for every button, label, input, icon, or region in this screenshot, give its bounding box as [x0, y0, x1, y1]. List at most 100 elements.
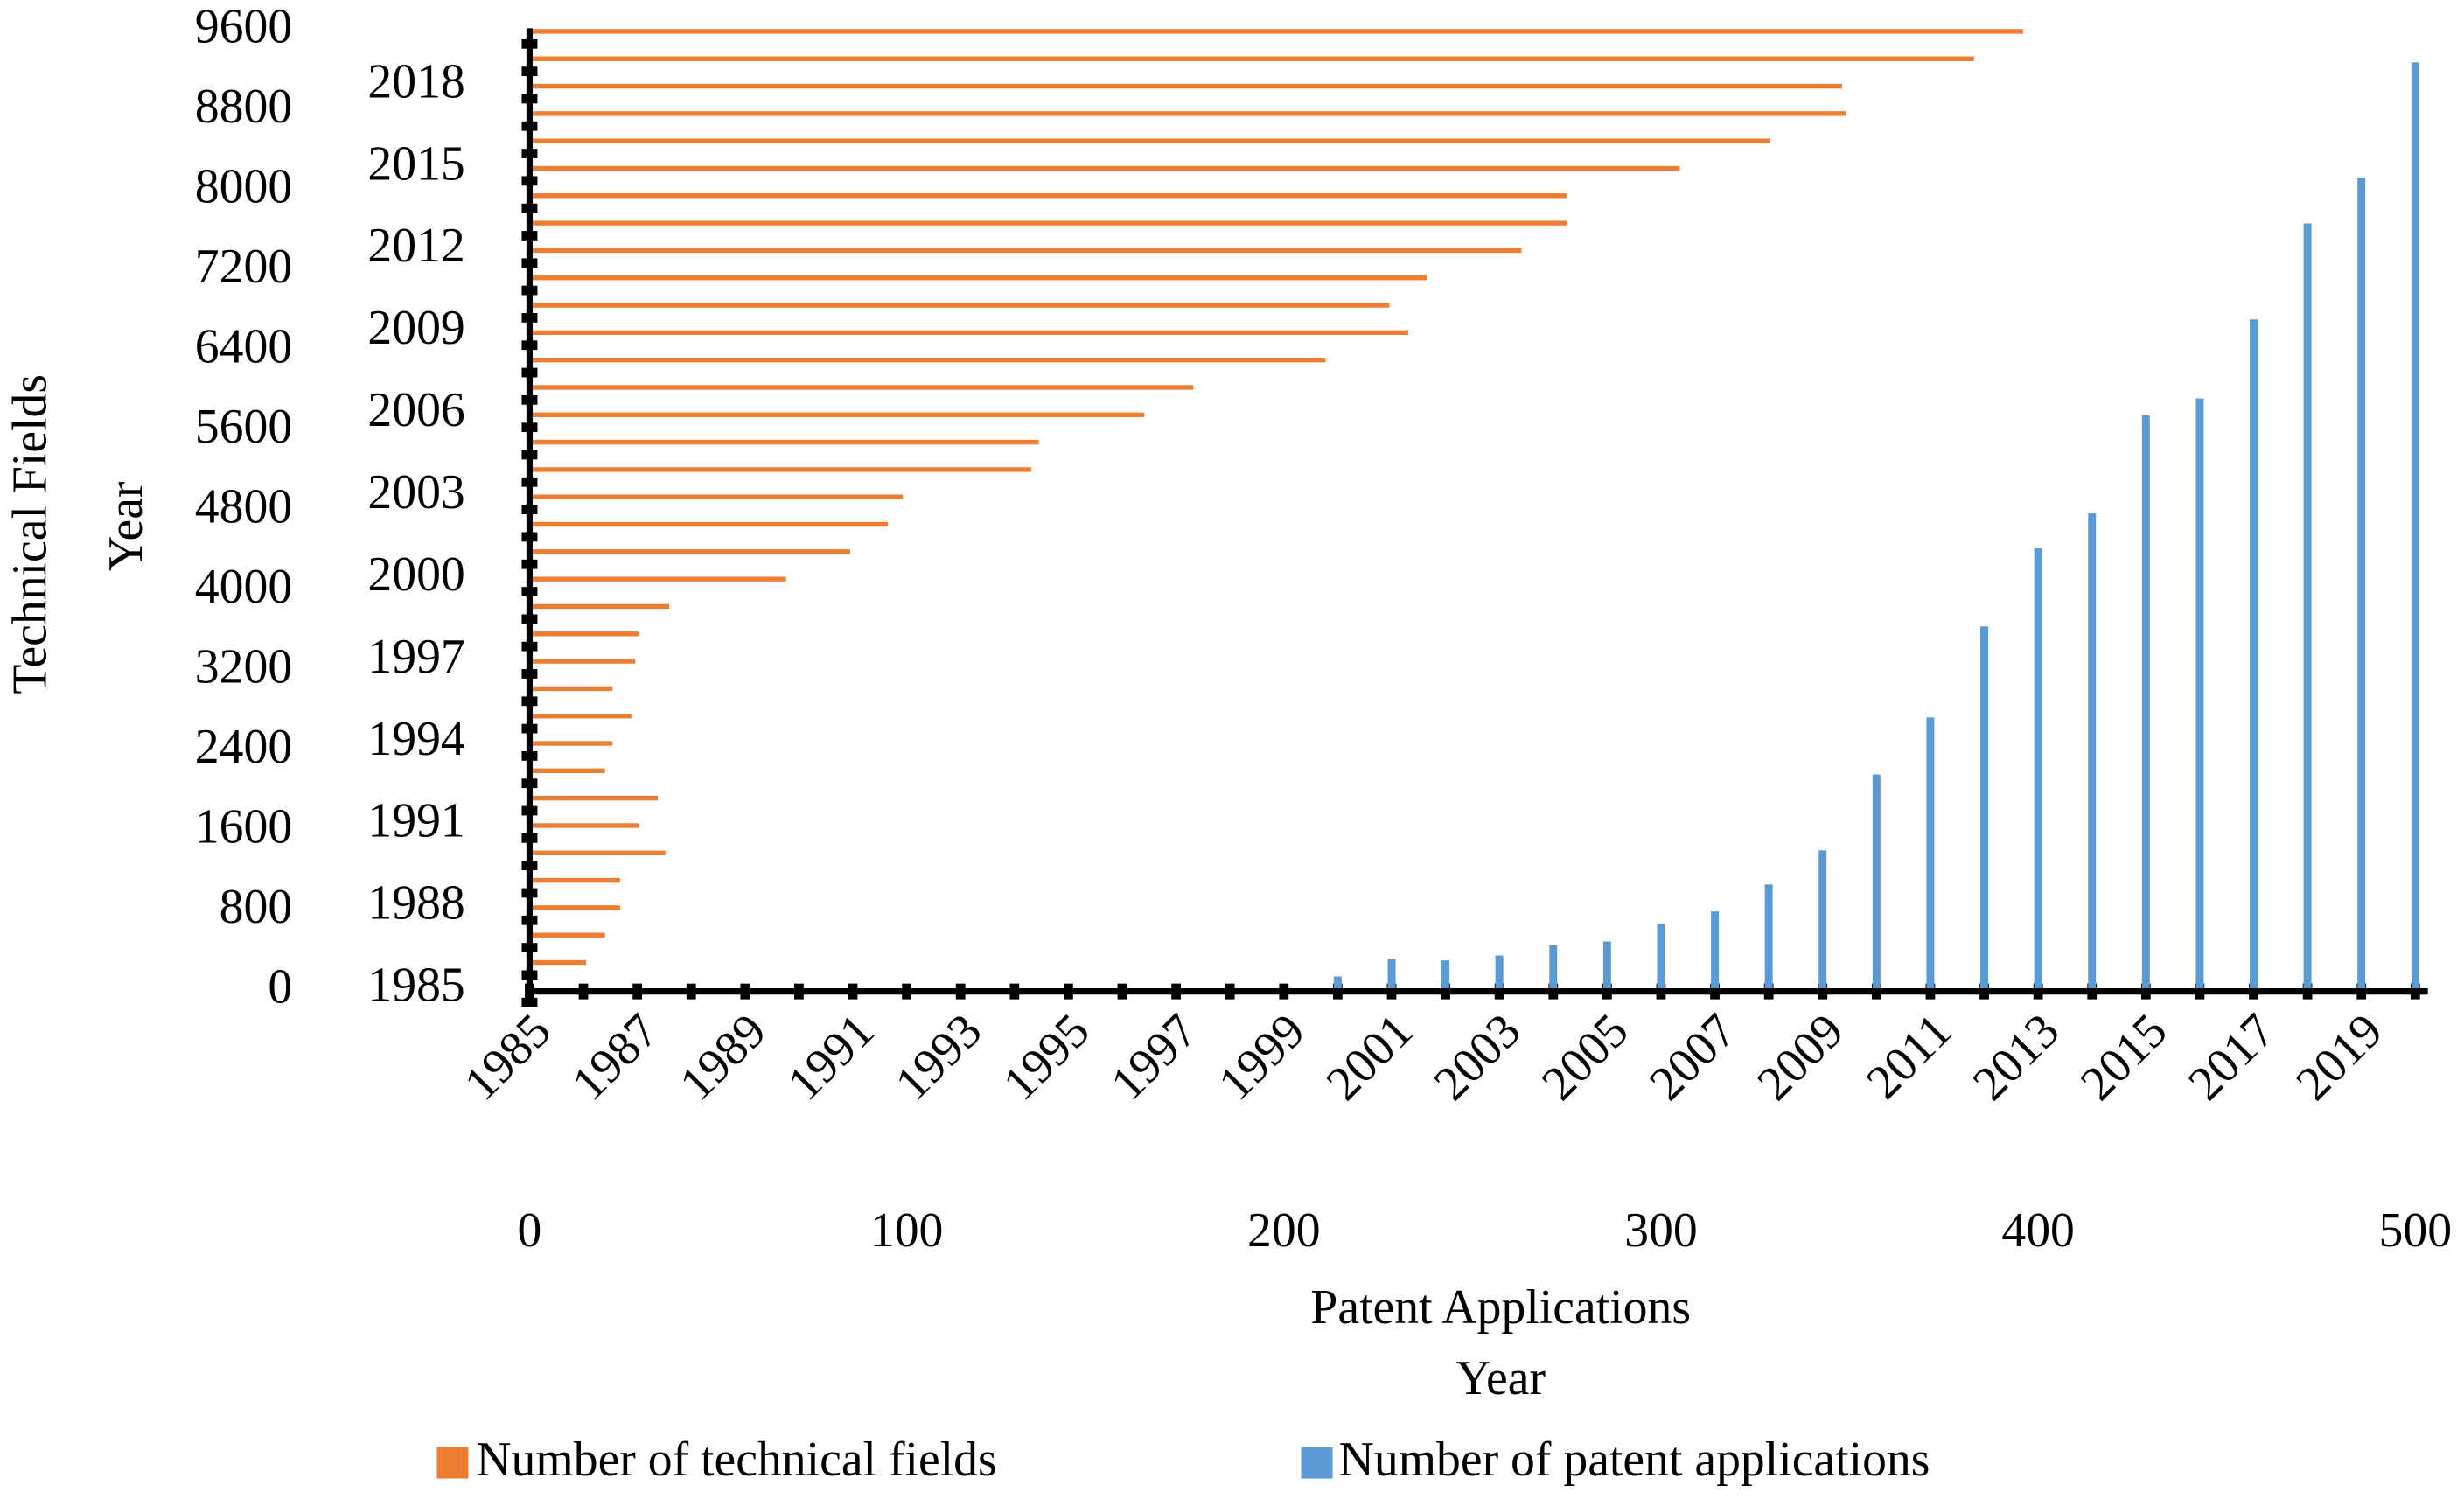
bar	[529, 29, 2023, 34]
bar	[529, 549, 850, 554]
bar	[1333, 976, 1342, 992]
bar	[529, 932, 605, 938]
x-tick-label: 100	[870, 1203, 944, 1258]
bar	[529, 83, 1842, 89]
bar	[1872, 774, 1881, 992]
bar	[529, 741, 613, 746]
bar	[529, 467, 1031, 472]
bar	[529, 603, 669, 610]
bar	[1495, 955, 1504, 992]
legend-label: Number of technical fields	[476, 1433, 996, 1487]
legend-swatch	[436, 1447, 469, 1479]
x-tick-label: 2013	[1963, 1004, 2070, 1112]
x-tick-label: 2009	[1747, 1004, 1854, 1112]
bar	[529, 439, 1039, 445]
y-tick-label: 8800	[195, 80, 292, 134]
y-tick-mark	[521, 997, 538, 1007]
y-tick-label: 4800	[195, 480, 292, 534]
y-tick-label: 1600	[195, 799, 292, 854]
x-tick-label: 400	[2001, 1203, 2075, 1258]
x-tick-label: 2019	[2286, 1004, 2393, 1112]
x-tick-label: 1989	[669, 1004, 777, 1112]
y-tick-label: 7200	[195, 240, 292, 294]
y-tick-label: 0	[268, 959, 292, 1014]
x-tick-label: 2017	[2178, 1004, 2286, 1112]
x-tick-label: 1985	[454, 1004, 562, 1112]
y-tick-label: 2006	[367, 383, 464, 437]
y-tick-label: 1985	[367, 959, 464, 1013]
bar	[529, 959, 587, 966]
bar	[2141, 415, 2150, 992]
bar	[1926, 717, 1935, 992]
y-axis-title: Technical Fields	[3, 374, 57, 694]
bar	[2250, 319, 2258, 992]
y-tick-label: 6400	[195, 320, 292, 374]
y-tick-label: 1988	[367, 876, 464, 931]
bar	[1441, 960, 1450, 992]
y-tick-label: 1997	[367, 630, 464, 684]
legend-label: Number of patent applications	[1339, 1433, 1930, 1487]
y-tick-label: 8000	[195, 160, 292, 214]
bar	[2357, 177, 2366, 992]
x-tick-label: 500	[2379, 1203, 2453, 1258]
y-tick-label: 2012	[367, 219, 464, 273]
bar	[529, 823, 639, 828]
bar	[1387, 958, 1396, 992]
x-tick-label: 2015	[2070, 1004, 2178, 1112]
y-tick-label: 9600	[195, 0, 292, 54]
bar	[529, 412, 1145, 417]
x-tick-label: 2011	[1856, 1004, 1962, 1110]
bar	[529, 659, 636, 664]
y-tick-label: 3200	[195, 640, 292, 694]
bar	[529, 330, 1409, 336]
bar	[2303, 223, 2312, 992]
bar	[529, 220, 1567, 226]
bar	[2088, 513, 2097, 992]
bar	[529, 193, 1567, 199]
legend-swatch	[1301, 1447, 1333, 1479]
bar	[529, 576, 786, 582]
bar	[1711, 911, 1720, 992]
y-tick-label: 2018	[367, 54, 464, 108]
x-tick-label: 1993	[885, 1004, 993, 1112]
bar	[529, 631, 639, 637]
y-tick-label: 2009	[367, 301, 464, 355]
y-tick-label: 1991	[367, 794, 464, 848]
bar	[2195, 398, 2204, 992]
x-tick-label: 1995	[993, 1004, 1100, 1112]
y-tick-label: 800	[220, 880, 293, 934]
x-tick-label: 2007	[1639, 1004, 1747, 1112]
bar	[529, 56, 1974, 61]
x-tick-label: 300	[1624, 1203, 1698, 1258]
bar	[529, 850, 666, 855]
y-axis-title: Year	[99, 481, 153, 571]
y-tick-label: 2015	[367, 136, 464, 191]
bar	[529, 303, 1390, 308]
y-tick-label: 2000	[367, 547, 464, 602]
bar	[529, 521, 889, 527]
bar	[529, 385, 1194, 390]
x-tick-label: 200	[1247, 1203, 1321, 1258]
bar	[529, 714, 632, 719]
y-tick-label: 5600	[195, 400, 292, 454]
bar	[529, 494, 904, 499]
bar	[1818, 850, 1827, 992]
bar	[1980, 626, 1989, 992]
y-tick-label: 2400	[195, 720, 292, 774]
bar	[529, 138, 1771, 143]
y-tick-label: 2003	[367, 465, 464, 519]
x-tick-label: 1999	[1208, 1004, 1316, 1112]
bar	[529, 686, 613, 692]
bar	[529, 795, 659, 801]
bar	[529, 905, 620, 910]
bar	[2034, 548, 2042, 992]
x-tick-label: 2001	[1316, 1004, 1424, 1112]
x-tick-label: 1991	[778, 1004, 885, 1112]
bar	[529, 768, 605, 774]
bar	[2411, 62, 2419, 992]
x-axis-title: Patent Applications	[1310, 1280, 1691, 1335]
bar	[529, 111, 1846, 116]
bar	[529, 877, 620, 883]
